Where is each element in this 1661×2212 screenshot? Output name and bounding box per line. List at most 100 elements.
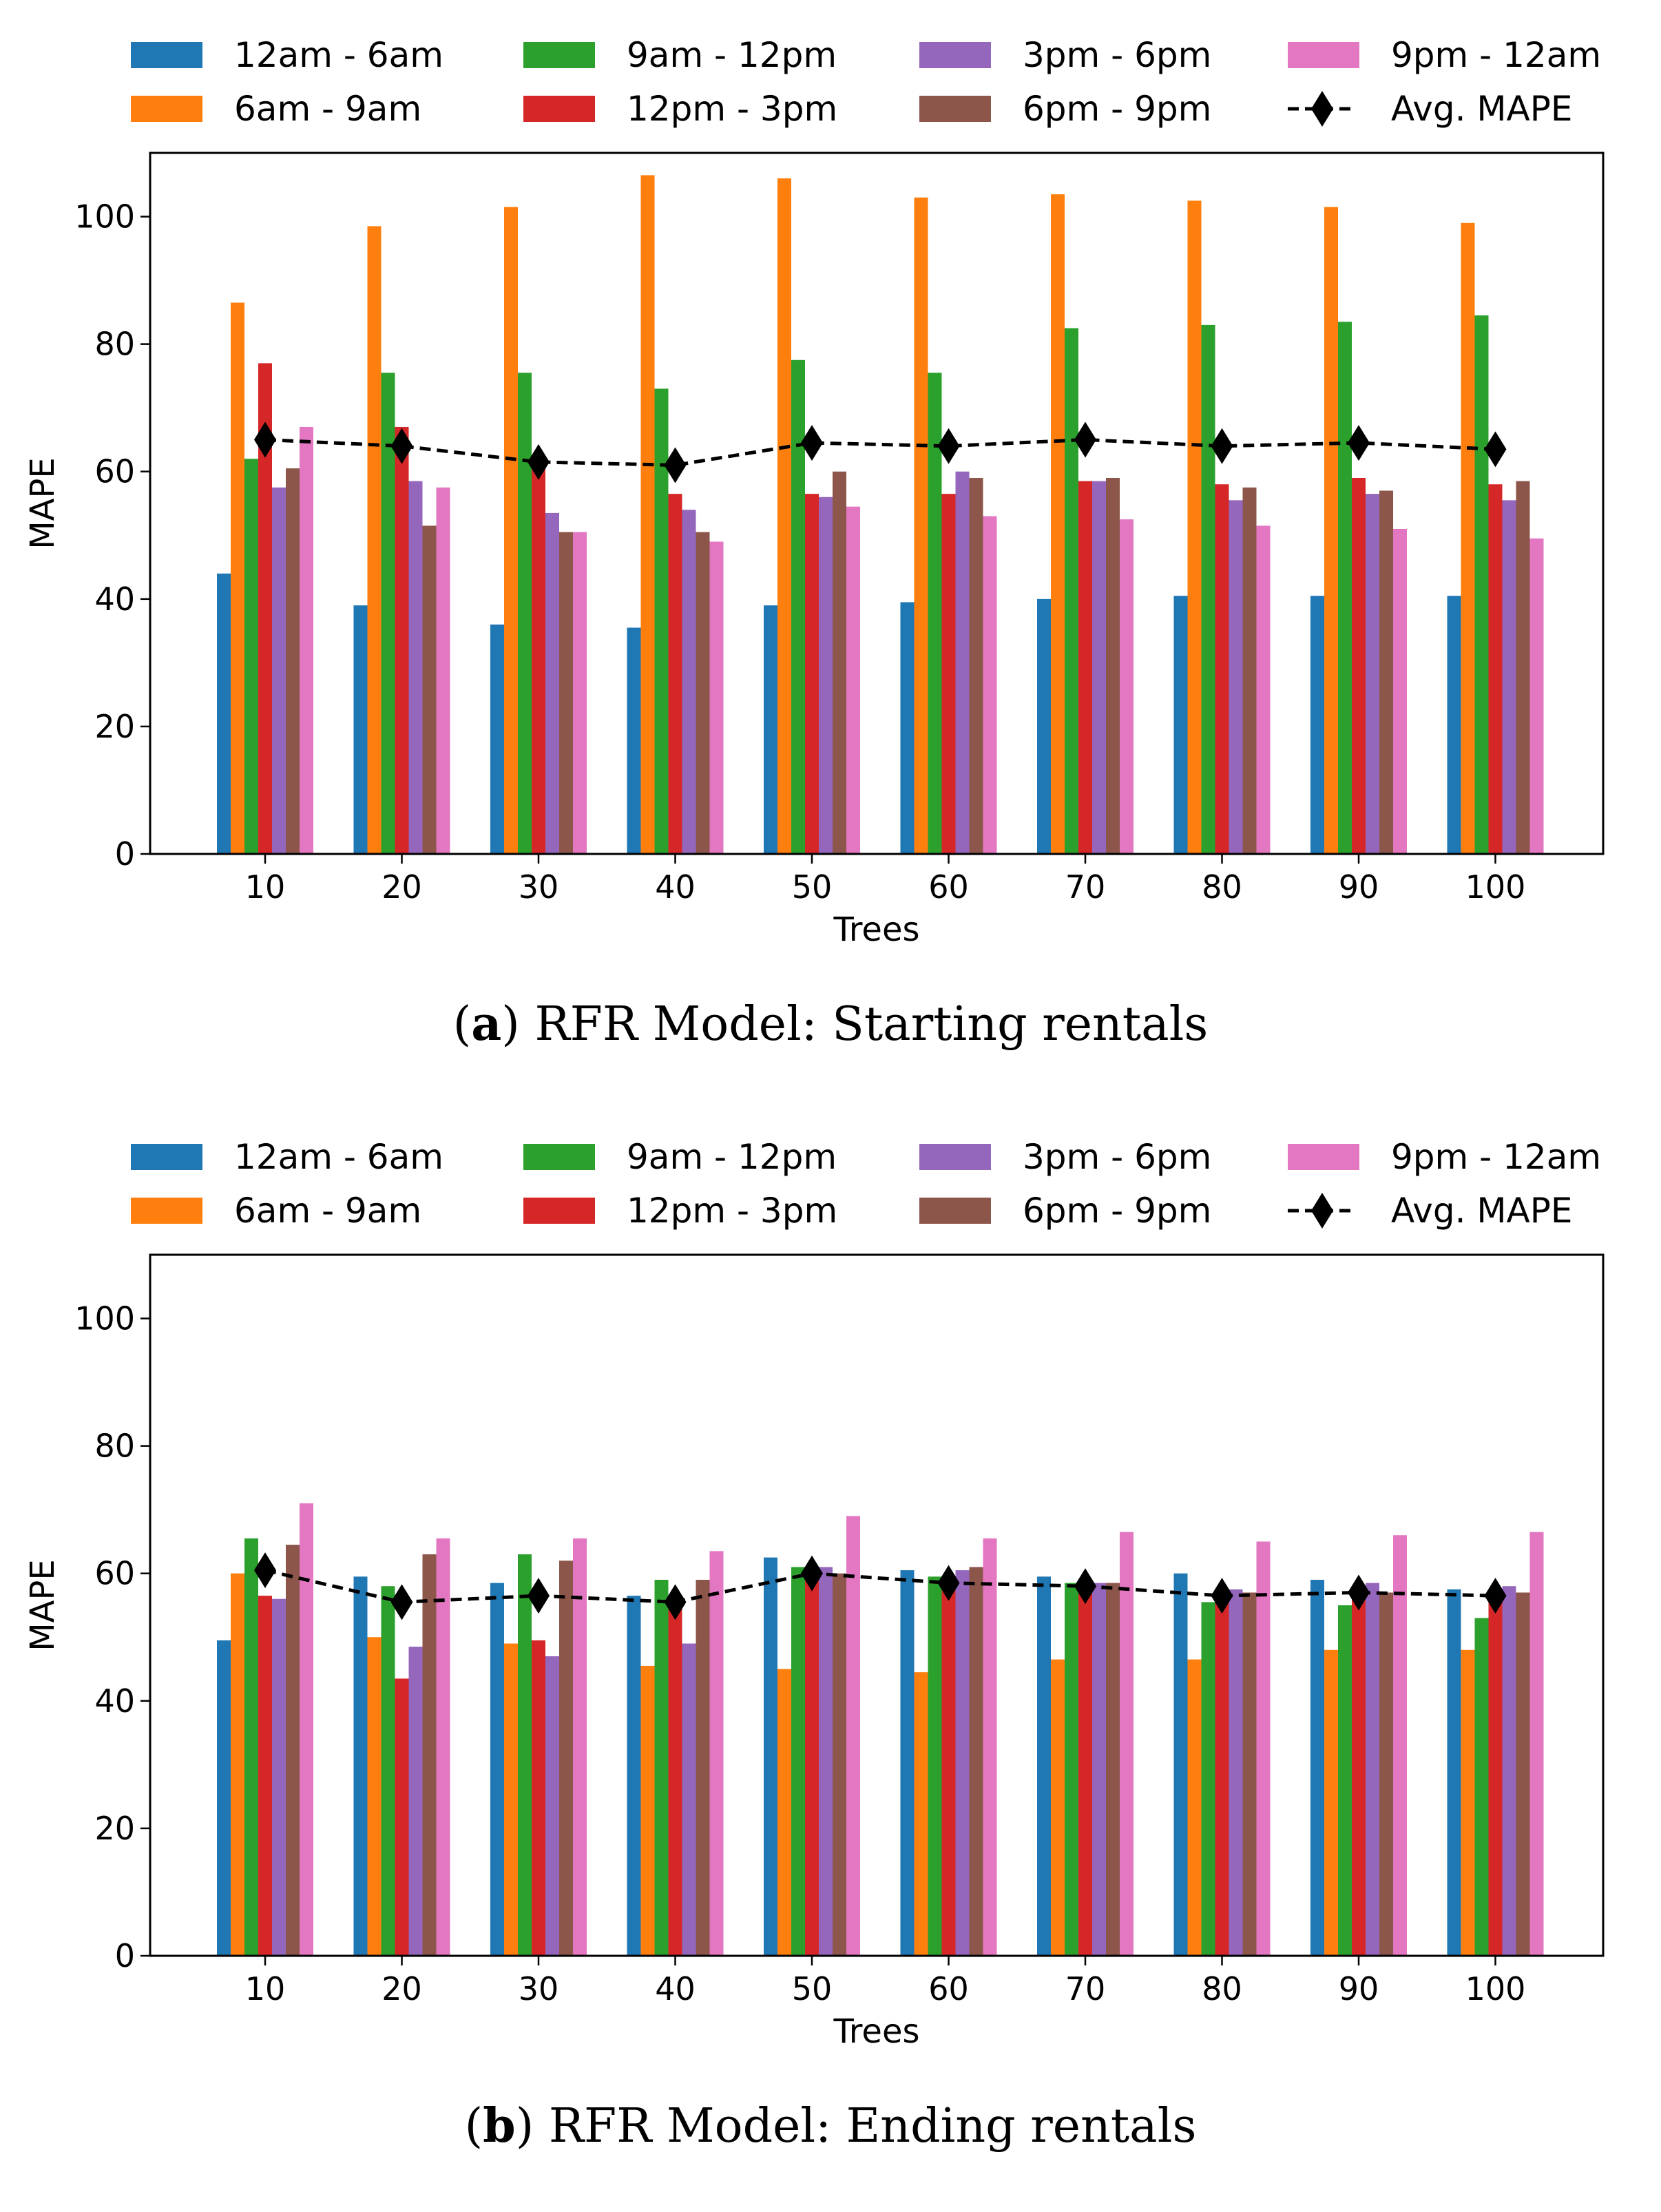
bar-1-3 [395,426,409,854]
bar-7-2 [1201,324,1215,854]
bar-6-2 [1065,328,1078,854]
legend-swatch-4 [919,42,991,68]
bar-1-6 [436,1538,450,1956]
bar-3-1 [640,175,655,854]
legend-label-6: 9pm - 12am [1391,1137,1601,1177]
legend-swatch-3 [523,1198,595,1224]
legend-swatch-6 [1288,42,1359,68]
bar-1-5 [422,1554,437,1956]
x-tick-label: 40 [655,1970,696,2007]
avg-mape-point-5 [937,428,960,464]
bar-0-3 [258,1596,272,1956]
bar-3-5 [696,1579,710,1956]
bar-6-4 [1092,481,1106,854]
x-tick-label: 90 [1339,1970,1379,2007]
bar-1-6 [436,487,450,854]
avg-mape-line [264,1568,1496,1604]
bar-8-6 [1393,1535,1407,1956]
bar-4-2 [791,1567,805,1956]
avg-mape-point-3 [664,447,687,483]
bar-8-2 [1338,1605,1352,1956]
bar-7-5 [1242,487,1257,854]
bar-8-1 [1324,207,1338,854]
legend-label-3: 12pm - 3pm [627,89,837,129]
bar-9-1 [1461,222,1475,854]
x-tick-label: 100 [1465,1970,1526,2007]
avg-mape-point-7 [1211,428,1233,464]
avg-mape-point-9 [1484,431,1507,468]
bar-9-6 [1529,538,1544,854]
legend-label-6: 9pm - 12am [1391,35,1601,75]
bar-0-0 [217,573,231,854]
x-tick-label: 10 [245,868,286,906]
y-tick-label: 20 [94,1810,135,1847]
bar-6-4 [1092,1583,1106,1956]
avg-mape-point-6 [1074,1568,1096,1605]
x-tick-label: 40 [655,868,696,906]
bar-5-6 [983,516,997,854]
bar-3-4 [682,1643,696,1956]
bar-5-1 [914,197,928,854]
plot-frame [149,1253,1605,1957]
bar-4-5 [833,1573,846,1956]
bar-4-6 [846,1516,860,1956]
bar-0-1 [231,1573,244,1956]
bar-1-1 [367,1637,382,1956]
y-tick-label: 0 [115,835,135,873]
bar-9-0 [1447,596,1461,854]
legend-swatch-2 [523,42,595,68]
bar-0-1 [231,302,244,854]
x-tick-label: 60 [928,868,969,906]
bar-5-4 [955,1570,970,1956]
y-tick-label: 100 [74,198,135,236]
bar-1-1 [367,226,382,855]
legend-label-1: 6am - 9am [234,89,421,129]
bar-7-6 [1256,525,1271,854]
y-tick-label: 20 [94,708,135,745]
bar-4-3 [805,1579,819,1956]
bar-0-3 [258,363,272,854]
bar-4-1 [777,1669,791,1956]
x-tick-label: 60 [928,1970,969,2007]
bar-1-5 [422,525,437,854]
bar-2-2 [518,373,532,854]
avg-mape-point-6 [1074,421,1096,458]
y-tick-label: 60 [94,1555,135,1592]
bar-4-0 [764,605,777,854]
legend-swatch-3 [523,96,595,122]
legend: 12am - 6am 6am - 9am 9am - 12pm 12pm - 3pm 3… [131,1137,1601,1231]
bar-6-6 [1120,1532,1134,1956]
bar-7-1 [1187,1659,1202,1956]
legend-swatch-6 [1288,1144,1359,1170]
legend-swatch-2 [523,1144,595,1170]
bar-3-3 [668,1598,682,1956]
bar-8-2 [1338,322,1352,854]
bar-1-2 [381,1586,395,1956]
bar-4-1 [777,178,791,854]
legend-diamond-marker [1311,91,1333,127]
bar-2-5 [559,532,573,854]
legend-swatch-1 [131,1198,202,1224]
bar-4-4 [819,497,833,854]
bar-3-3 [668,494,682,854]
bar-9-5 [1516,481,1530,854]
x-tick-label: 10 [245,1970,286,2007]
avg-mape-point-9 [1484,1578,1507,1614]
bar-7-5 [1242,1592,1257,1956]
y-tick-label: 60 [94,453,135,490]
avg-mape-point-4 [801,1555,823,1592]
bar-3-0 [627,1596,641,1956]
bar-7-0 [1173,596,1188,854]
legend-diamond-marker [1311,1193,1333,1229]
bar-9-4 [1502,1586,1516,1956]
bar-2-3 [532,1640,545,1956]
avg-mape-point-3 [664,1584,687,1620]
bar-6-6 [1120,519,1134,854]
y-tick-label: 0 [115,1937,135,1974]
bar-5-5 [969,477,983,854]
figure-caption: (a) RFR Model: Starting rentals [453,997,1209,1052]
avg-mape-point-8 [1348,1574,1370,1611]
bar-3-6 [709,541,724,854]
x-axis-label: Trees [833,2012,919,2051]
bar-9-6 [1529,1532,1544,1956]
